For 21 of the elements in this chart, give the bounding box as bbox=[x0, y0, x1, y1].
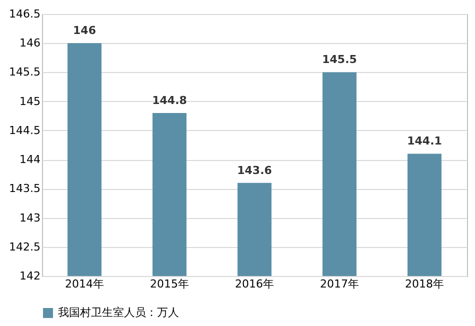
x-tick-label: 2015年 bbox=[150, 278, 189, 290]
data-label: 143.6 bbox=[237, 164, 272, 177]
data-label: 146 bbox=[73, 24, 96, 38]
x-tick-label: 2014年 bbox=[65, 278, 104, 290]
y-tick-label: 144 bbox=[20, 153, 40, 166]
data-label: 144.1 bbox=[407, 134, 442, 148]
y-tick-label: 142.5 bbox=[9, 240, 40, 254]
y-tick-label: 142 bbox=[20, 270, 40, 282]
y-tick-label: 146 bbox=[20, 36, 40, 50]
legend-label: 我国村卫生室人员：万人 bbox=[58, 306, 179, 319]
x-tick-label: 2016年 bbox=[235, 278, 274, 290]
data-label: 144.8 bbox=[152, 94, 187, 107]
data-label: 145.5 bbox=[322, 53, 357, 66]
y-tick-label: 143 bbox=[20, 211, 40, 224]
x-tick-label: 2017年 bbox=[320, 278, 359, 290]
x-tick-label: 2018年 bbox=[405, 278, 444, 290]
y-tick-label: 145.5 bbox=[9, 66, 40, 79]
y-tick-label: 145 bbox=[20, 94, 40, 108]
y-tick-label: 144.5 bbox=[9, 124, 40, 137]
y-tick-label: 143.5 bbox=[9, 182, 40, 196]
y-tick-label: 146.5 bbox=[9, 8, 40, 20]
